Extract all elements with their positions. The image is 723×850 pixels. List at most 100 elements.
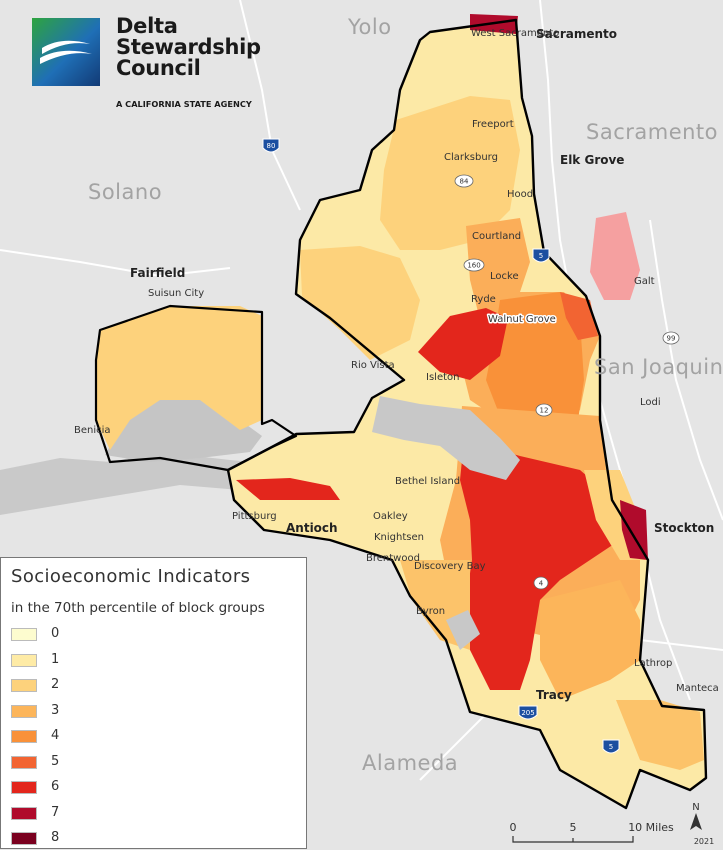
north-letter: N bbox=[692, 802, 699, 813]
delta-region bbox=[94, 14, 708, 810]
legend-label: 0 bbox=[51, 626, 60, 641]
city-stockton: Stockton bbox=[654, 521, 714, 535]
scale-bar: 0 5 10 Miles bbox=[510, 821, 674, 843]
highway-99-icon: 99 bbox=[662, 331, 680, 345]
place-courtland: Courtland bbox=[472, 231, 521, 242]
place-byron: Byron bbox=[416, 606, 445, 617]
map-year: 2021 bbox=[694, 837, 714, 846]
place-lodi: Lodi bbox=[640, 397, 661, 408]
place-oakley: Oakley bbox=[373, 511, 408, 522]
legend-swatch bbox=[11, 730, 37, 743]
highway-5-south-label: 5 bbox=[609, 743, 613, 751]
place-knightsen: Knightsen bbox=[374, 532, 424, 543]
place-isleton: Isleton bbox=[426, 372, 459, 383]
legend-label: 8 bbox=[51, 830, 60, 845]
place-galt: Galt bbox=[634, 276, 655, 287]
legend-label: 6 bbox=[51, 779, 60, 794]
zone-class-6-main bbox=[460, 440, 620, 690]
city-elk-grove: Elk Grove bbox=[560, 153, 624, 167]
zone-suisun-class-2 bbox=[96, 306, 262, 450]
place-labels: West Sacramento Freeport Clarksburg Hood… bbox=[74, 28, 719, 694]
place-hood: Hood bbox=[507, 189, 533, 200]
highway-80-label: 80 bbox=[267, 142, 276, 150]
scale-tick-0: 0 bbox=[510, 821, 517, 834]
highway-84-label: 84 bbox=[460, 178, 469, 186]
legend-swatch bbox=[11, 755, 37, 769]
zone-galt-pink bbox=[590, 212, 640, 300]
logo-subtitle: A CALIFORNIA STATE AGENCY bbox=[116, 99, 252, 109]
zone-class-3-tracy bbox=[540, 580, 640, 700]
place-rio-vista: Rio Vista bbox=[351, 360, 395, 371]
place-freeport: Freeport bbox=[472, 119, 514, 130]
zone-class-3-southeast bbox=[616, 700, 704, 770]
delta-boundary bbox=[226, 18, 708, 810]
highway-205-label: 205 bbox=[521, 709, 534, 717]
delta-stewardship-logo-icon bbox=[32, 18, 100, 86]
zone-class-2-west bbox=[300, 246, 420, 360]
legend-swatch bbox=[11, 679, 37, 692]
legend-swatch bbox=[11, 781, 37, 794]
place-clarksburg: Clarksburg bbox=[444, 152, 498, 163]
city-sacramento: Sacramento bbox=[536, 27, 617, 41]
legend-swatch bbox=[11, 704, 37, 718]
place-manteca: Manteca bbox=[676, 683, 719, 694]
place-discovery-bay: Discovery Bay bbox=[414, 561, 486, 572]
highway-160-icon: 160 bbox=[463, 258, 485, 272]
logo: Delta Stewardship Council A CALIFORNIA S… bbox=[32, 16, 272, 114]
highway-5-south-icon: 5 bbox=[602, 739, 620, 754]
scale-tick-5: 5 bbox=[570, 821, 577, 834]
city-antioch: Antioch bbox=[286, 521, 338, 535]
legend-label: 1 bbox=[51, 651, 60, 667]
legend-swatch bbox=[11, 806, 37, 820]
legend-swatch bbox=[11, 832, 37, 845]
place-locke: Locke bbox=[490, 271, 519, 282]
highway-84-icon: 84 bbox=[454, 174, 474, 188]
highway-12-label: 12 bbox=[540, 407, 549, 415]
legend-label: 4 bbox=[51, 728, 60, 743]
zone-class-2-north bbox=[380, 96, 520, 250]
logo-line-3: Council bbox=[116, 56, 201, 80]
city-tracy: Tracy bbox=[536, 688, 572, 702]
scale-line bbox=[512, 836, 634, 843]
north-arrow-shape bbox=[690, 813, 702, 830]
legend-label: 5 bbox=[51, 753, 60, 769]
highway-12-icon: 12 bbox=[535, 403, 553, 417]
highway-205-icon: 205 bbox=[518, 705, 538, 720]
legend-label: 2 bbox=[51, 677, 60, 692]
highway-5-label: 5 bbox=[539, 252, 543, 260]
legend-label: 7 bbox=[51, 804, 60, 820]
place-bethel-island: Bethel Island bbox=[395, 476, 460, 487]
place-walnut-grove: Walnut Grove bbox=[488, 314, 556, 325]
highway-shields: 80 84 5 160 99 12 4 205 bbox=[262, 138, 680, 754]
legend-label: 3 bbox=[51, 702, 60, 718]
place-brentwood: Brentwood bbox=[366, 553, 420, 564]
legend-swatch bbox=[11, 628, 37, 641]
highway-80-icon: 80 bbox=[262, 138, 280, 153]
highway-4-icon: 4 bbox=[533, 576, 549, 590]
logo-wordmark: Delta Stewardship Council bbox=[116, 16, 261, 79]
zone-class-6-walnutgrove bbox=[418, 308, 508, 380]
county-yolo: Yolo bbox=[347, 15, 392, 39]
legend-swatch bbox=[11, 653, 37, 667]
legend-title: Socioeconomic Indicators bbox=[11, 566, 251, 587]
county-alameda: Alameda bbox=[362, 751, 458, 775]
legend-subtitle: in the 70th percentile of block groups bbox=[11, 600, 265, 616]
place-suisun-city: Suisun City bbox=[148, 288, 204, 299]
north-arrow-icon: N 2021 bbox=[690, 802, 714, 846]
county-solano: Solano bbox=[88, 180, 162, 204]
map-legend: Socioeconomic Indicators in the 70th per… bbox=[0, 557, 307, 849]
suisun-boundary bbox=[94, 304, 298, 472]
logo-line-1: Delta bbox=[116, 14, 178, 38]
zone-class-6-antioch bbox=[236, 478, 340, 500]
highway-160-label: 160 bbox=[467, 262, 480, 270]
place-pittsburg: Pittsburg bbox=[232, 511, 277, 522]
zone-class-4 bbox=[486, 292, 584, 432]
zone-class-7-stockton bbox=[620, 500, 648, 560]
county-labels: Yolo Sacramento Solano San Joaquin Alame… bbox=[88, 15, 723, 775]
place-west: West Sacramento bbox=[471, 28, 559, 39]
delta-water-south bbox=[446, 610, 480, 650]
county-sacramento: Sacramento bbox=[586, 120, 718, 144]
major-city-labels: Sacramento Elk Grove Fairfield Antioch S… bbox=[130, 27, 714, 702]
highway-5-icon: 5 bbox=[532, 248, 550, 263]
place-benicia: Benicia bbox=[74, 425, 111, 436]
